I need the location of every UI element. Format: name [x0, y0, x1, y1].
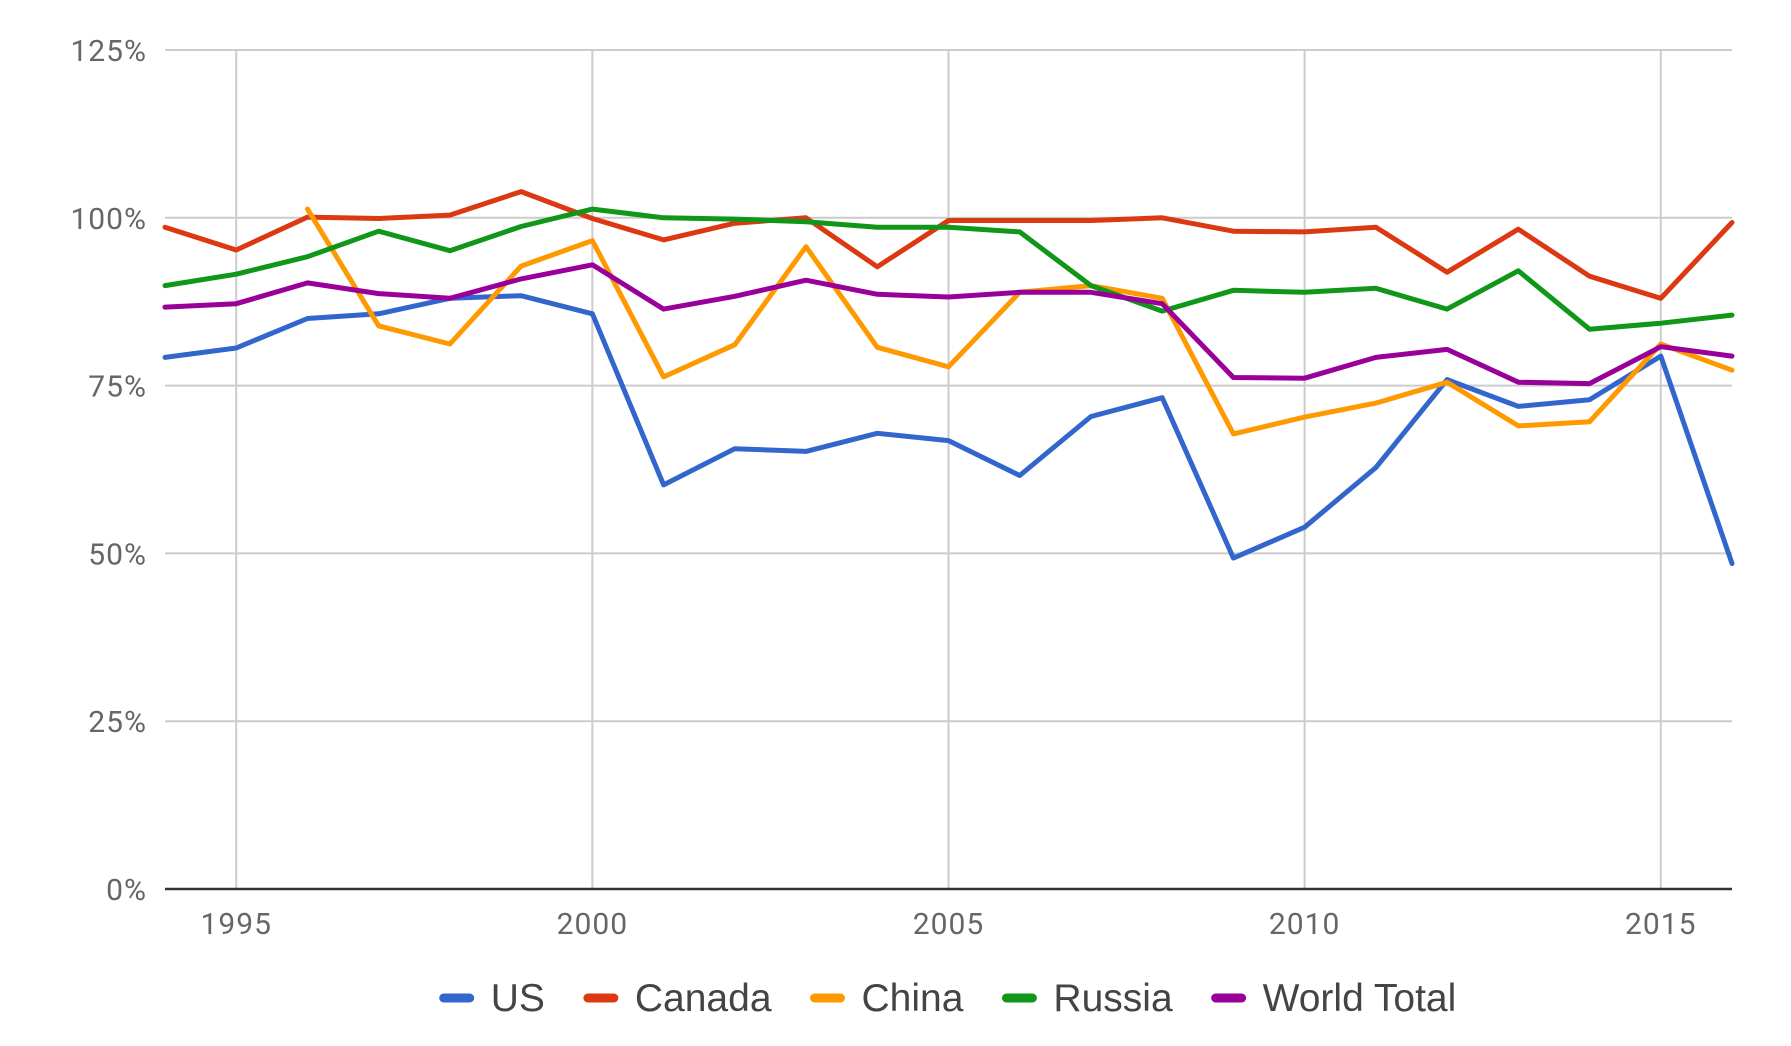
axes: 0% 25% 50% 75% 100% 125% 1995 2000 2005 2010 2015 [70, 34, 1732, 942]
legend-item-russia[interactable]: Russia [1001, 977, 1173, 1020]
y-tick-label: 75% [88, 370, 147, 405]
gridlines [165, 49, 1732, 889]
x-tick-label: 2015 [1625, 907, 1696, 942]
legend-label: World Total [1263, 977, 1457, 1020]
x-tick-label: 2005 [913, 907, 984, 942]
series-line-world-total [162, 262, 1735, 387]
x-tick-label: 2010 [1269, 907, 1340, 942]
series-line-canada [162, 189, 1735, 301]
legend-label: Russia [1053, 977, 1173, 1020]
x-tick-label: 1995 [201, 907, 272, 942]
x-tick-label: 2000 [557, 907, 628, 942]
legend-label: Canada [635, 977, 772, 1020]
y-tick-label: 50% [88, 537, 147, 572]
legend-item-canada[interactable]: Canada [583, 977, 772, 1020]
series-lines [162, 189, 1735, 566]
series-line-china [305, 206, 1735, 437]
y-tick-label: 25% [88, 705, 147, 740]
y-tick-label: 100% [70, 202, 147, 237]
y-tick-label: 125% [70, 34, 147, 69]
legend-item-world-total[interactable]: World Total [1211, 977, 1457, 1020]
legend: US Canada China Russia World Total [439, 977, 1457, 1020]
series-line-us [162, 293, 1735, 566]
legend-label: China [862, 977, 964, 1020]
series-line-russia [162, 206, 1735, 332]
legend-item-us[interactable]: US [439, 977, 545, 1020]
legend-label: US [491, 977, 545, 1020]
y-tick-label: 0% [106, 873, 147, 908]
legend-item-china[interactable]: China [810, 977, 964, 1020]
